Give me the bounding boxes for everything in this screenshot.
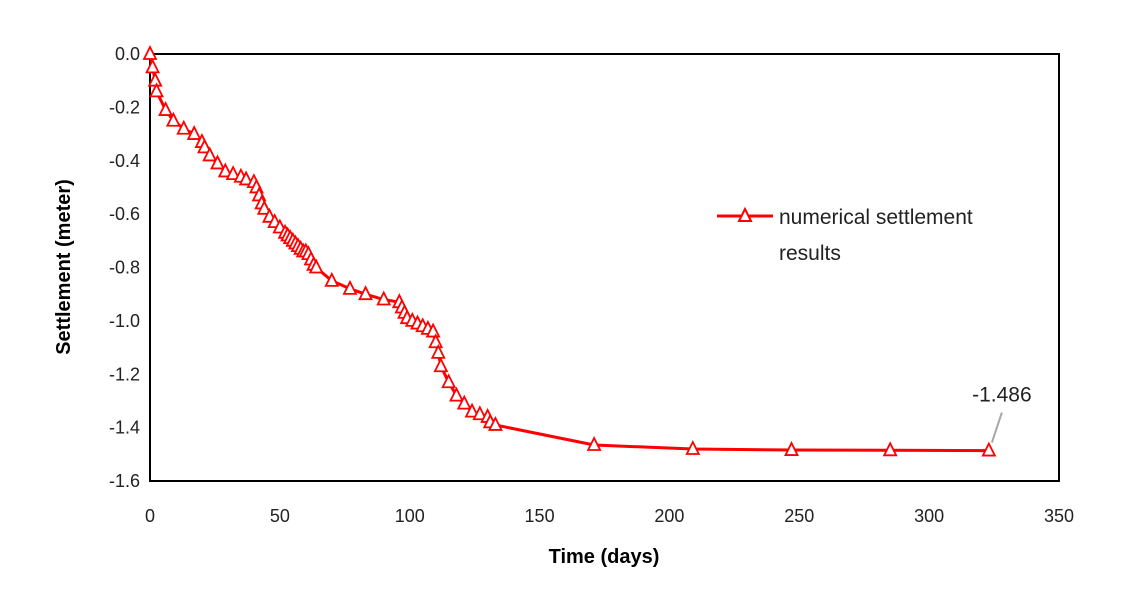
data-point-marker <box>142 44 158 60</box>
data-point-marker <box>425 322 441 338</box>
x-tick-label: 200 <box>654 506 684 526</box>
y-axis-ticks: 0.0 -0.2 -0.4 -0.6 -0.8 -1.0 -1.2 -1.4 -1.6 <box>109 44 140 491</box>
legend-label-line-2: results <box>779 242 841 265</box>
data-point-marker <box>308 258 324 274</box>
data-point-marker <box>342 279 358 295</box>
data-point-marker <box>487 415 503 431</box>
plot-area-border <box>149 53 1060 482</box>
data-point-marker <box>981 441 997 457</box>
y-tick-label: -0.8 <box>109 258 140 278</box>
data-point-marker <box>197 138 212 154</box>
data-point-marker <box>238 170 254 186</box>
y-tick-label: -1.2 <box>109 364 140 384</box>
data-point-marker <box>441 373 457 389</box>
annotation-label: -1.486 <box>972 384 1032 407</box>
data-point-marker <box>376 290 392 306</box>
data-point-marker <box>430 343 446 359</box>
data-point-marker <box>428 333 444 349</box>
legend-triangle-marker <box>737 206 753 222</box>
data-point-marker <box>433 357 449 373</box>
x-axis-title: Time (days) <box>549 546 660 568</box>
y-tick-label: -1.0 <box>109 311 140 331</box>
y-tick-label: -0.2 <box>109 97 140 117</box>
data-point-marker <box>784 441 799 456</box>
data-point-marker <box>186 125 202 140</box>
data-point-marker <box>165 111 181 127</box>
data-point-marker <box>256 199 272 215</box>
x-tick-label: 300 <box>914 506 944 526</box>
y-axis-title: Settlement (meter) <box>53 179 75 355</box>
data-point-marker <box>217 162 233 178</box>
annotation-leader-line <box>990 412 1003 443</box>
data-point-marker <box>225 165 241 180</box>
data-point-marker <box>472 405 488 421</box>
data-point-marker <box>882 441 898 457</box>
y-tick-label: 0.0 <box>115 44 140 64</box>
data-point-marker <box>358 285 374 301</box>
data-point-marker <box>685 439 701 455</box>
data-point-marker <box>176 119 192 135</box>
x-tick-label: 0 <box>145 506 155 526</box>
y-tick-label: -0.6 <box>109 204 140 224</box>
data-point-marker <box>210 154 225 170</box>
x-tick-label: 350 <box>1044 506 1074 526</box>
annotation-layer: -1.486 <box>972 384 1032 443</box>
data-point-marker <box>149 82 164 98</box>
series-layer <box>142 44 997 457</box>
y-tick-label: -1.6 <box>109 471 140 491</box>
data-point-marker <box>449 386 464 402</box>
data-point-marker <box>586 435 602 451</box>
x-tick-label: 100 <box>395 506 425 526</box>
y-tick-label: -0.4 <box>109 151 140 171</box>
legend: numerical settlement results <box>717 206 973 265</box>
data-point-marker <box>456 394 472 410</box>
data-point-marker <box>202 146 218 162</box>
data-point-marker <box>145 58 161 74</box>
x-tick-label: 250 <box>784 506 814 526</box>
legend-label-line-1: numerical settlement <box>779 206 973 229</box>
y-tick-label: -1.4 <box>109 418 140 438</box>
x-tick-label: 50 <box>270 506 290 526</box>
x-axis-ticks: 0 50 100 150 200 250 300 350 <box>145 506 1074 526</box>
data-point-marker <box>464 402 480 418</box>
x-tick-label: 150 <box>525 506 555 526</box>
data-point-marker <box>158 101 174 116</box>
data-point-marker <box>324 271 340 287</box>
